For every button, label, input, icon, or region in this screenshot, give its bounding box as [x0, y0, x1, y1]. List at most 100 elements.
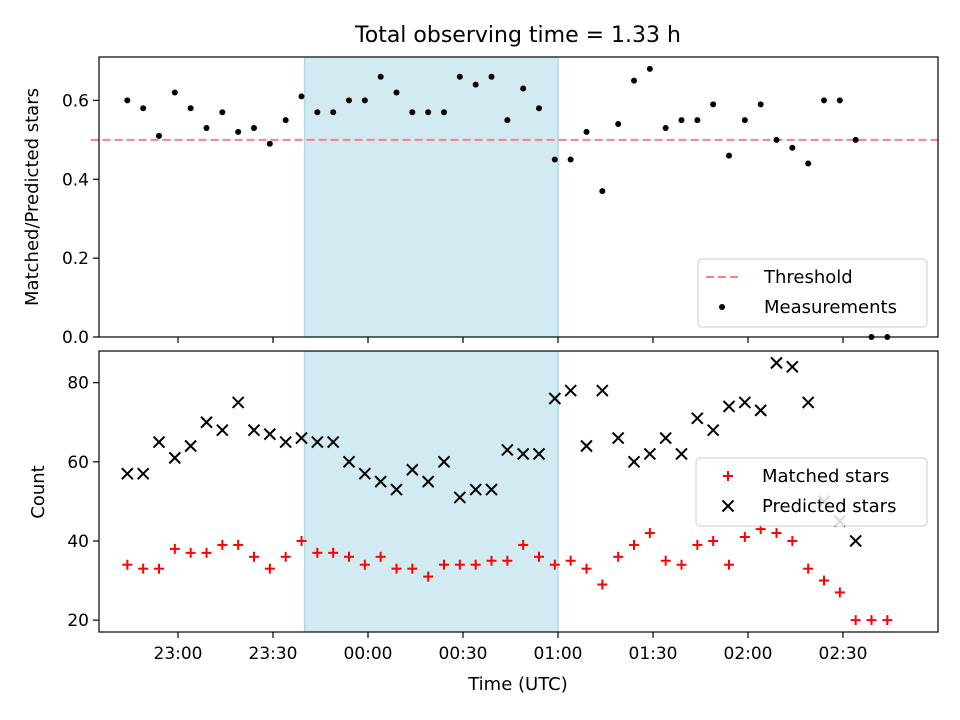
measurement-point	[504, 117, 511, 124]
predicted-star-point	[516, 447, 530, 461]
matched-star-point	[834, 587, 845, 598]
predicted-marker-b	[342, 455, 356, 469]
top-y-axis-label: Matched/Predicted stars	[22, 88, 43, 306]
measurement-point	[330, 109, 337, 116]
predicted-marker-b	[263, 427, 277, 441]
predicted-star-point	[152, 435, 166, 449]
predicted-marker-b	[374, 475, 387, 488]
matched-star-point	[328, 547, 339, 558]
predicted-marker-b	[786, 360, 799, 374]
measurement-point	[678, 117, 685, 124]
predicted-star-point	[706, 423, 720, 437]
predicted-star-point	[168, 451, 182, 465]
measurement-point	[251, 124, 257, 131]
predicted-marker-b	[801, 396, 815, 409]
predicted-marker-b	[675, 447, 688, 461]
y-tick-label: 0.6	[62, 91, 89, 111]
predicted-star-point	[532, 447, 546, 461]
matched-star-point	[201, 547, 212, 558]
measurement-point	[187, 105, 194, 112]
predicted-star-point	[184, 439, 197, 453]
predicted-marker-b	[406, 463, 419, 476]
measurement-point	[282, 117, 289, 124]
predicted-star-point	[786, 360, 799, 374]
predicted-marker-b	[326, 435, 340, 449]
matched-star-point	[803, 563, 814, 574]
predicted-star-point	[342, 455, 356, 469]
legend-box	[697, 258, 928, 328]
axes-frame	[98, 56, 939, 338]
measurement-point	[520, 85, 527, 92]
bottom-shaded-region	[303, 351, 559, 632]
matched-star-point	[676, 559, 687, 570]
predicted-marker-b	[469, 483, 482, 496]
matched-star-point	[249, 551, 259, 562]
x-tick-label: 00:00	[344, 644, 393, 664]
predicted-star-point	[247, 423, 261, 437]
matched-star-point	[629, 539, 639, 550]
measurement-point	[536, 105, 542, 112]
predicted-star-point	[216, 423, 229, 437]
predicted-marker-b	[627, 455, 641, 469]
predicted-star-point	[406, 463, 419, 476]
measurement-point	[646, 65, 653, 72]
predicted-marker-b	[231, 396, 245, 409]
matched-star-point	[518, 539, 529, 550]
predicted-marker-b	[501, 443, 514, 457]
predicted-star-point	[580, 439, 593, 453]
x-tick-label: 02:30	[819, 644, 868, 664]
measurement-point	[805, 160, 812, 167]
predicted-marker-b	[437, 455, 451, 469]
legend-predicted-swatch	[721, 499, 735, 513]
predicted-marker-b	[421, 475, 435, 488]
measurement-point	[156, 132, 162, 139]
predicted-marker-b	[722, 400, 736, 413]
predicted-star-point	[374, 475, 387, 488]
predicted-marker-b	[738, 396, 752, 409]
measurement-point	[409, 109, 416, 116]
y-tick-label: 0.2	[62, 249, 89, 269]
measurement-point	[393, 89, 400, 96]
predicted-marker-b	[200, 416, 213, 429]
predicted-marker-b	[247, 423, 261, 437]
matched-star-point	[708, 535, 719, 546]
matched-star-point	[122, 559, 133, 570]
predicted-marker-b	[691, 412, 704, 425]
measurement-point	[298, 93, 305, 100]
predicted-star-point	[611, 431, 625, 445]
measurement-point	[599, 188, 606, 195]
predicted-marker-b	[516, 447, 530, 461]
matched-star-point	[882, 615, 893, 626]
measurement-point	[488, 73, 495, 80]
predicted-star-point	[675, 447, 688, 461]
measurement-point	[346, 97, 352, 104]
measurement-point	[773, 136, 780, 143]
matched-star-point	[407, 563, 418, 574]
y-tick-label: 20	[67, 611, 89, 631]
measurement-point	[456, 73, 463, 80]
top-axes: 0.0 0.2 0.4 0.6	[62, 56, 939, 348]
matched-star-point	[391, 563, 402, 574]
predicted-marker-b	[216, 423, 229, 437]
matched-star-point	[644, 528, 655, 539]
y-tick-label: 0.4	[62, 170, 89, 190]
measurement-point	[441, 109, 447, 116]
measurement-point	[852, 136, 859, 143]
measurement-point	[377, 73, 384, 80]
matched-star-point	[359, 559, 370, 570]
measurement-point	[171, 89, 178, 96]
matched-star-point	[613, 551, 624, 562]
measurement-point	[140, 105, 147, 112]
matched-star-point	[724, 559, 734, 570]
predicted-marker-b	[358, 467, 372, 480]
predicted-star-point	[311, 435, 324, 449]
measurement-point	[425, 109, 432, 116]
predicted-marker-b	[611, 431, 625, 445]
predicted-marker-b	[564, 384, 577, 397]
matched-star-point	[787, 535, 798, 546]
measurement-point	[266, 140, 273, 147]
measurement-point	[567, 156, 574, 163]
predicted-star-point	[469, 483, 482, 496]
matched-star-point	[660, 555, 671, 566]
predicted-marker-b	[754, 404, 767, 417]
